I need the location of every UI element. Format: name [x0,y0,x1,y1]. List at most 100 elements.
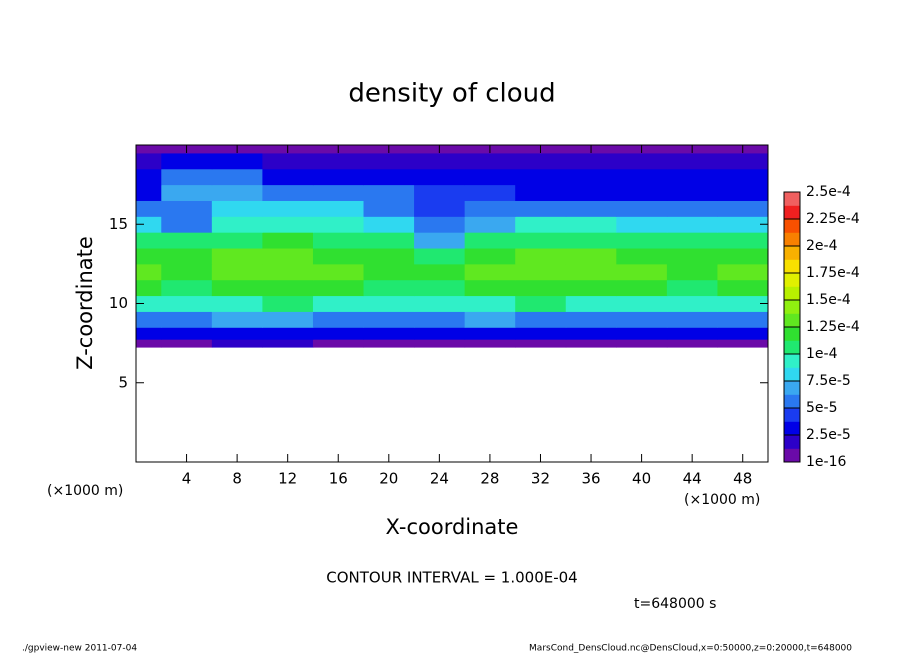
cell [136,145,162,154]
cell [717,327,768,340]
cell [464,248,516,265]
cell [363,279,415,297]
cell [262,184,314,201]
cell [262,279,314,297]
cell [262,327,314,340]
cell [666,327,718,340]
cell [262,152,314,170]
cell [515,339,567,348]
cell [515,263,567,281]
cell [717,184,768,201]
cell [616,263,668,281]
colorbar-label: 1.5e-4 [806,292,851,308]
cell [565,232,617,249]
cell [363,200,415,217]
axes: 4 8 12 16 20 24 28 32 36 40 44 48510151e-162.5e-55e… [109,144,860,488]
cell [565,168,617,186]
cell [211,216,263,233]
cell [616,311,668,328]
footer-left: ./gpview-new 2011-07-04 [22,644,137,654]
cell [666,279,718,297]
cell [136,279,162,297]
cell [211,200,263,217]
cell [211,168,263,186]
cell [161,200,213,217]
cell [136,216,162,233]
cell [414,184,466,201]
cell [565,184,617,201]
cell [717,311,768,328]
cell [666,168,718,186]
colorbar-swatch [784,219,800,233]
x-axis-label: X-coordinate [386,515,519,539]
colorbar-label: 1e-16 [806,454,846,470]
cell [312,232,365,249]
cell [136,295,162,312]
cell [161,311,213,328]
x-tick-label: 16 [329,470,348,488]
cell [717,279,768,297]
y-axis-label: Z-coordinate [73,236,97,370]
cell [363,295,415,312]
cell [616,232,668,249]
cell [414,263,466,281]
x-tick-label: 28 [480,470,499,488]
cell [515,295,567,312]
cell [363,216,415,233]
cell [414,339,466,348]
contour-note: CONTOUR INTERVAL = 1.000E-04 [326,569,577,587]
colorbar-label: 2.25e-4 [806,211,860,227]
cell [717,152,768,170]
cell [464,263,516,281]
cell [211,295,263,312]
colorbar-label: 2.5e-4 [806,184,851,200]
cell [717,295,768,312]
cell [312,184,365,201]
cell [161,248,213,265]
cell [414,311,466,328]
cell [464,327,516,340]
cell [161,327,213,340]
cell [565,263,617,281]
cell [312,248,365,265]
cell [464,295,516,312]
x-tick-label: 32 [531,470,550,488]
cell [312,327,365,340]
cell [363,248,415,265]
cell [565,295,617,312]
cell [565,339,617,348]
cell [312,152,365,170]
cell [211,232,263,249]
x-tick-label: 40 [632,470,651,488]
cell [717,232,768,249]
cell [414,248,466,265]
cell [616,295,668,312]
cell [136,327,162,340]
cell [515,152,567,170]
cell [717,200,768,217]
cell [565,327,617,340]
cell [262,200,314,217]
cell [717,339,768,348]
colorbar-label: 2.5e-5 [806,427,851,443]
cell [363,184,415,201]
cell [262,248,314,265]
x-tick-label: 48 [733,470,752,488]
colorbar-swatch [784,246,800,260]
cell [717,263,768,281]
cell [515,168,567,186]
cell [211,327,263,340]
cell [363,327,415,340]
cell [136,168,162,186]
cell [515,311,567,328]
colorbar-swatch [784,381,800,395]
x-tick-label: 12 [278,470,297,488]
colorbar-swatch [784,232,800,247]
cell [616,339,668,348]
cell [312,279,365,297]
x-unit-right: (×1000 m) [684,492,760,508]
cell [262,295,314,312]
colorbar-swatch [784,205,800,220]
cell [262,339,314,348]
x-tick-label: 36 [581,470,600,488]
